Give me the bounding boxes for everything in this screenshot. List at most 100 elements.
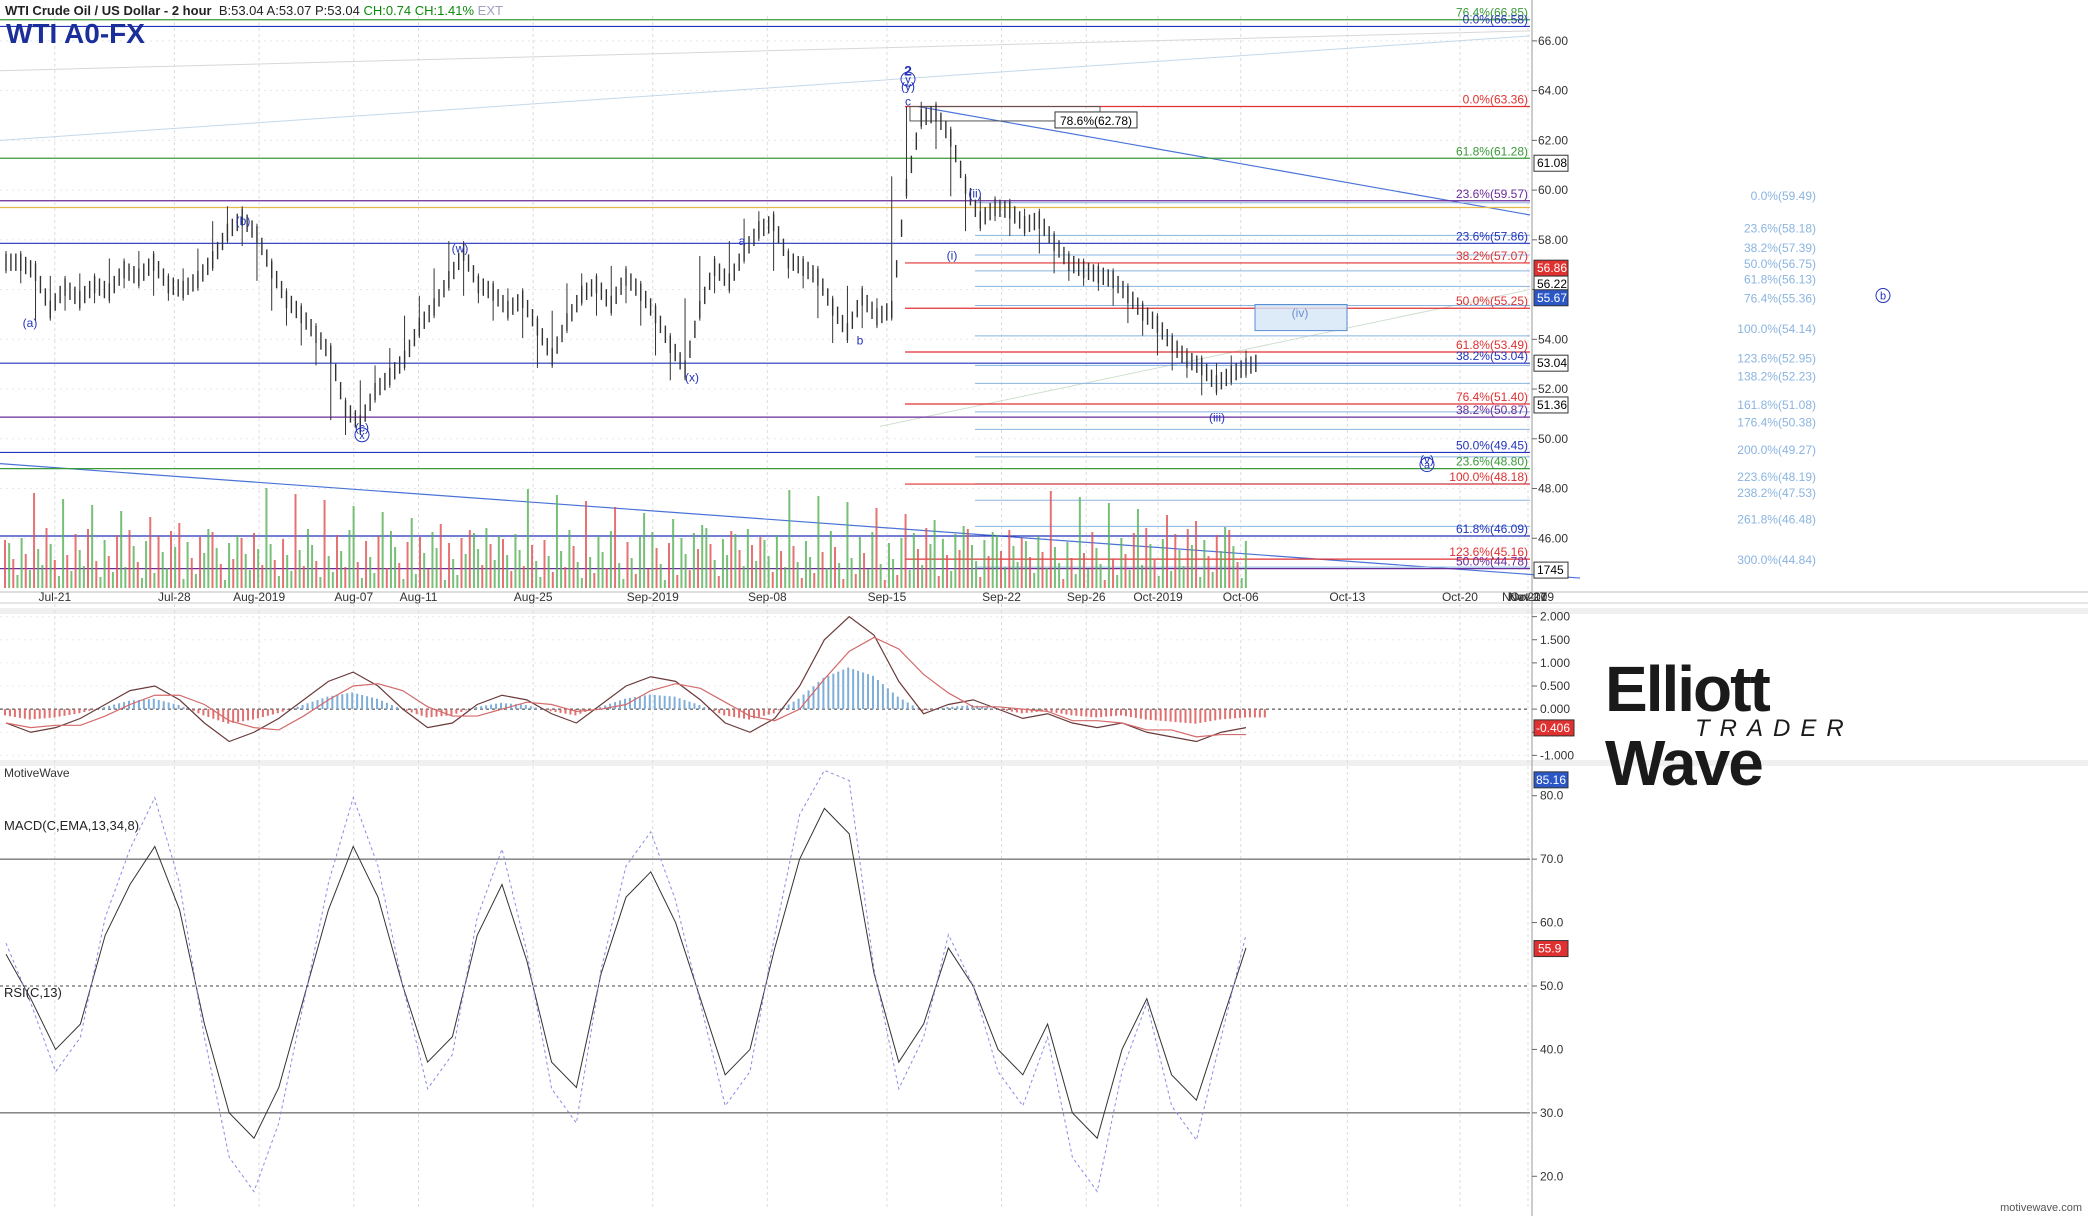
volume-bar <box>780 551 782 588</box>
macd-hist-bar <box>59 709 61 716</box>
volume-bar <box>1245 541 1247 588</box>
volume-bar <box>768 556 770 588</box>
macd-hist-bar <box>1056 709 1058 713</box>
volume-bar <box>801 578 803 588</box>
volume-bar <box>58 576 60 588</box>
volume-bar <box>452 559 454 588</box>
macd-hist-bar <box>133 700 135 709</box>
macd-hist-bar <box>822 678 824 709</box>
volume-bar <box>1021 538 1023 588</box>
volume-bar <box>361 578 363 588</box>
volume-bar <box>224 580 226 588</box>
volume-bar <box>427 569 429 588</box>
macd-hist-bar <box>237 709 239 722</box>
x-tick-label: Jul-28 <box>158 590 191 604</box>
volume-bar <box>585 501 587 588</box>
fib-level-label: 300.0%(44.84) <box>1737 553 1816 567</box>
volume-bar <box>548 556 550 588</box>
volume-bar <box>1050 491 1052 588</box>
x-tick-label: Sep-15 <box>868 590 907 604</box>
wave-label: (ii) <box>968 187 981 201</box>
volume-bar <box>129 530 131 588</box>
volume-bar <box>431 532 433 588</box>
volume-bar <box>502 539 504 588</box>
y-tick-label: 66.00 <box>1538 34 1568 48</box>
fib-level-label: 0.0%(66.58) <box>1463 12 1528 26</box>
macd-hist-bar <box>1204 709 1206 722</box>
bid-value: B:53.04 <box>219 3 264 18</box>
macd-hist-bar <box>19 709 21 718</box>
price-flag-label: 56.22 <box>1537 277 1567 291</box>
fib-level-label: 23.6%(57.86) <box>1456 229 1528 243</box>
chart-header: WTI Crude Oil / US Dollar - 2 hour B:53.… <box>5 3 503 18</box>
volume-bar <box>635 574 637 588</box>
rsi-tick-label: 40.0 <box>1540 1042 1564 1056</box>
change-pct-value: CH:1.41% <box>415 3 474 18</box>
macd-hist-bar <box>624 699 626 709</box>
macd-hist-bar <box>78 709 80 713</box>
macd-hist-bar <box>277 709 279 713</box>
volume-bar <box>514 534 516 588</box>
volume-bar <box>419 537 421 588</box>
volume-bar <box>485 528 487 588</box>
macd-hist-bar <box>847 668 849 710</box>
macd-hist-bar <box>426 709 428 717</box>
macd-hist-bar <box>941 708 943 709</box>
brand-logo: Elliott Wave TRADER <box>1605 652 1925 742</box>
macd-hist-bar <box>1130 709 1132 717</box>
volume-bar <box>141 578 143 588</box>
volume-bar <box>1224 527 1226 588</box>
x-tick-label: Oct-2019 <box>1133 590 1183 604</box>
macd-hist-bar <box>1155 709 1157 720</box>
volume-bar <box>510 571 512 588</box>
panel-separator <box>0 608 2088 614</box>
macd-hist-bar <box>535 707 537 709</box>
volume-bar <box>261 565 263 588</box>
x-tick-label: Aug-2019 <box>233 590 285 604</box>
volume-bar <box>369 557 371 588</box>
macd-hist-bar <box>202 709 204 715</box>
volume-bar <box>386 568 388 588</box>
macd-hist-bar <box>64 709 66 716</box>
macd-hist-bar <box>247 709 249 720</box>
macd-hist-bar <box>530 706 532 709</box>
volume-bar <box>627 542 629 588</box>
rsi-high-label: 85.16 <box>1536 773 1566 787</box>
macd-hist-bar <box>490 705 492 710</box>
volume-bar <box>249 570 251 588</box>
volume-bar <box>1100 564 1102 588</box>
macd-hist-bar <box>361 695 363 709</box>
volume-bar <box>1208 556 1210 588</box>
wave-label: (a) <box>23 316 38 330</box>
macd-hist-bar <box>336 695 338 709</box>
fib-level-label: 176.4%(50.38) <box>1737 415 1816 429</box>
volume-bar <box>1170 571 1172 588</box>
volume-bar <box>220 564 222 588</box>
macd-hist-bar <box>639 696 641 709</box>
macd-hist-bar <box>1085 709 1087 716</box>
volume-bar <box>751 545 753 588</box>
macd-hist-bar <box>39 709 41 719</box>
macd-hist-bar <box>143 700 145 710</box>
price-value: P:53.04 <box>315 3 360 18</box>
volume-bar <box>1008 530 1010 588</box>
volume-bar <box>232 559 234 588</box>
price-flag-label: 55.67 <box>1537 291 1567 305</box>
fib-level-label: 38.2%(50.87) <box>1456 403 1528 417</box>
volume-bar <box>602 552 604 588</box>
y-tick-label: 52.00 <box>1538 382 1568 396</box>
wave-label: a <box>739 234 746 248</box>
volume-bar <box>564 567 566 588</box>
channel-line <box>0 31 1530 71</box>
volume-bar <box>99 577 101 588</box>
volume-bar <box>573 546 575 588</box>
volume-bar <box>606 568 608 588</box>
macd-hist-bar <box>867 674 869 709</box>
macd-label: MACD(C,EMA,13,34,8) <box>4 818 139 833</box>
volume-bar <box>747 529 749 588</box>
macd-hist-bar <box>574 709 576 715</box>
volume-bar <box>307 529 309 588</box>
volume-bar <box>693 533 695 588</box>
